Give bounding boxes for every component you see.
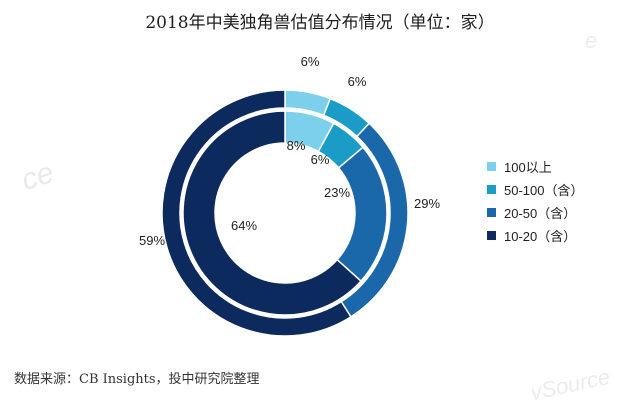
- legend-swatch: [487, 208, 496, 217]
- legend-swatch: [487, 185, 496, 194]
- inner-data-label: 8%: [287, 138, 306, 153]
- outer-data-label: 6%: [348, 74, 367, 89]
- legend-label: 20-50（含）: [504, 206, 577, 221]
- chart-title: 2018年中美独角兽估值分布情况（单位：家）: [145, 13, 495, 33]
- legend-item-10-20: 10-20（含）: [487, 224, 583, 247]
- legend-item-50-100: 50-100（含）: [487, 178, 583, 201]
- legend-swatch: [487, 162, 496, 171]
- outer-ring-slice: [161, 89, 352, 337]
- outer-data-label: 29%: [414, 196, 440, 211]
- inner-ring-slice: [182, 110, 363, 316]
- legend-label: 100以上: [504, 160, 552, 175]
- inner-data-label: 64%: [231, 218, 257, 233]
- outer-data-label: 59%: [139, 233, 165, 248]
- inner-data-label: 23%: [324, 185, 350, 200]
- legend-label: 10-20（含）: [504, 229, 577, 244]
- outer-data-label: 6%: [301, 54, 320, 69]
- inner-data-label: 6%: [311, 152, 330, 167]
- source-note: 数据来源：CB Insights，投中研究院整理: [14, 372, 260, 387]
- watermark-logo: e: [585, 28, 598, 53]
- legend-label: 50-100（含）: [504, 183, 584, 198]
- legend-item-100-plus: 100以上: [487, 155, 583, 178]
- legend-item-20-50: 20-50（含）: [487, 201, 583, 224]
- legend: 100以上 50-100（含） 20-50（含） 10-20（含）: [487, 155, 583, 247]
- legend-swatch: [487, 231, 496, 240]
